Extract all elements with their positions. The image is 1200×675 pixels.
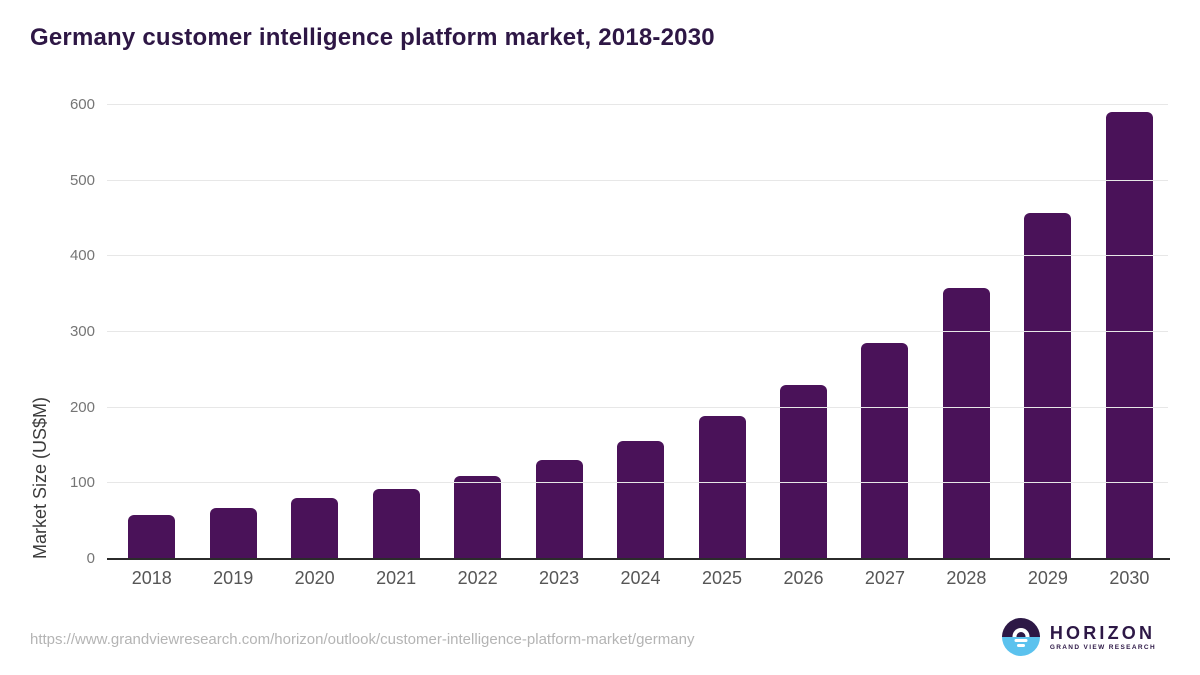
x-axis-labels: 2018 2019 2020 2021 2022 2023 2024 2025 2026 2027… — [111, 568, 1170, 589]
bar-column-2025 — [681, 105, 762, 559]
bar-column-2029 — [1007, 105, 1088, 559]
y-axis-title: Market Size (US$M) — [30, 396, 50, 559]
gridline-500 — [107, 179, 1168, 181]
bar-2023 — [535, 459, 583, 559]
logo-subtitle: GRAND VIEW RESEARCH — [1049, 644, 1156, 651]
x-tick-label-2027: 2027 — [864, 568, 905, 588]
sun-reflection-line — [1014, 639, 1028, 642]
bar-2024 — [617, 440, 665, 559]
bar-2021 — [372, 488, 420, 559]
y-tick-label-300: 300 — [69, 323, 95, 340]
bar-column-2028 — [926, 105, 1007, 559]
bar-2022 — [454, 475, 502, 559]
gridline-200 — [107, 406, 1168, 408]
horizon-logo: HORIZON GRAND VIEW RESEARCH — [1001, 618, 1156, 656]
bars-container — [111, 105, 1170, 559]
horizon-sun-icon — [1001, 618, 1040, 656]
bar-2020 — [291, 498, 339, 559]
gridline-300 — [107, 331, 1168, 332]
x-tick-label-2020: 2020 — [294, 568, 335, 588]
bar-2027 — [861, 343, 909, 559]
sun-reflection-line — [1016, 644, 1025, 647]
x-tick-label-2018: 2018 — [131, 568, 172, 588]
sun-arc — [1012, 628, 1030, 637]
bar-column-2030 — [1089, 105, 1170, 559]
logo-text: HORIZON GRAND VIEW RESEARCH — [1050, 623, 1156, 651]
x-tick-label-2022: 2022 — [457, 568, 498, 588]
gridline-600 — [107, 104, 1168, 105]
gridline-400 — [107, 255, 1168, 257]
bar-column-2020 — [274, 105, 355, 559]
x-tick-label-2019: 2019 — [213, 568, 254, 588]
bar-column-2023 — [518, 105, 599, 559]
y-tick-label-600: 600 — [69, 96, 95, 113]
bar-2029 — [1024, 213, 1072, 559]
bar-2025 — [698, 416, 746, 559]
y-tick-label-100: 100 — [69, 474, 95, 492]
logo-wordmark: HORIZON — [1049, 623, 1156, 643]
bar-2019 — [209, 507, 257, 559]
x-tick-label-2021: 2021 — [376, 568, 417, 588]
x-tick-label-2024: 2024 — [620, 568, 661, 588]
source-url: https://www.grandviewresearch.com/horizo… — [30, 631, 695, 648]
x-axis-line — [107, 558, 1170, 560]
y-tick-label-0: 0 — [86, 550, 95, 567]
bar-column-2022 — [437, 105, 518, 559]
bar-2026 — [779, 384, 827, 559]
x-tick-label-2026: 2026 — [783, 568, 824, 588]
plot-area: 0 100 200 300 400 500 600 — [70, 97, 1170, 567]
bar-2018 — [128, 515, 176, 559]
bar-column-2024 — [600, 105, 681, 559]
bar-2030 — [1105, 111, 1153, 559]
bar-column-2021 — [355, 105, 436, 559]
x-tick-label-2023: 2023 — [539, 568, 580, 588]
chart-title: Germany customer intelligence platform m… — [30, 24, 715, 51]
bar-column-2027 — [844, 105, 925, 559]
y-tick-label-500: 500 — [69, 171, 95, 189]
x-tick-label-2025: 2025 — [701, 568, 743, 588]
x-tick-label-2029: 2029 — [1027, 568, 1068, 588]
bar-column-2018 — [111, 105, 192, 559]
gridline-100 — [107, 482, 1168, 484]
y-tick-label-200: 200 — [69, 398, 95, 416]
bar-column-2019 — [192, 105, 273, 559]
x-tick-label-2028: 2028 — [946, 568, 987, 588]
y-tick-label-400: 400 — [69, 247, 95, 265]
x-tick-label-2030: 2030 — [1109, 568, 1150, 588]
bar-column-2026 — [763, 105, 844, 559]
bar-2028 — [942, 288, 990, 559]
